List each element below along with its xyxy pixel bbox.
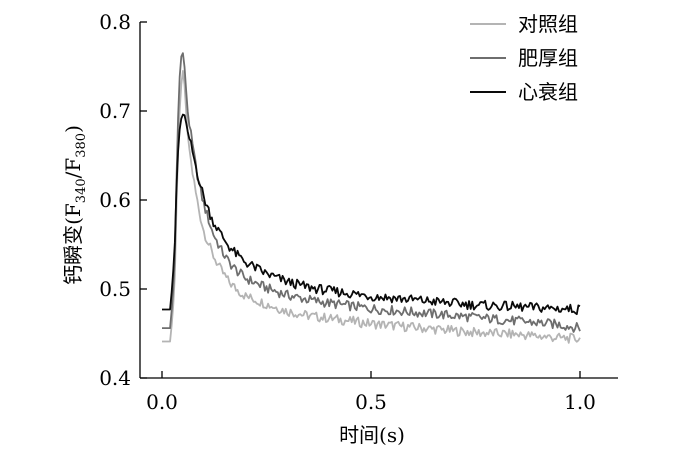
y-tick-label: 0.5 <box>99 277 131 301</box>
legend-label: 肥厚组 <box>518 46 578 70</box>
series-layer <box>162 52 581 344</box>
series-line-1 <box>162 70 581 344</box>
y-axis-label-mid: /F <box>61 158 85 179</box>
y-ticks: 0.4 0.5 0.6 0.7 0.8 <box>99 10 147 390</box>
y-tick-label: 0.7 <box>99 99 131 123</box>
x-tick-label: 0.5 <box>355 390 387 414</box>
x-tick-label: 0.0 <box>146 390 178 414</box>
x-tick-label: 1.0 <box>564 390 596 414</box>
legend-label: 对照组 <box>518 12 578 36</box>
x-ticks: 0.0 0.5 1.0 <box>146 371 596 414</box>
x-axis-label: 时间(s) <box>339 423 405 447</box>
y-tick-label: 0.4 <box>99 366 131 390</box>
legend-label: 心衰组 <box>518 80 578 104</box>
series-line-3 <box>162 113 581 316</box>
y-axis-label: 钙瞬变(F340/F380) <box>61 125 89 285</box>
series-line-2 <box>162 52 581 333</box>
y-tick-label: 0.6 <box>99 188 131 212</box>
y-axis-label-sub-380: 380 <box>74 133 89 158</box>
y-tick-label: 0.8 <box>99 10 131 34</box>
y-axis-label-prefix: 钙瞬变(F <box>61 203 85 285</box>
y-axis-label-suffix: ) <box>61 125 85 133</box>
y-axis-label-sub-340: 340 <box>74 178 89 203</box>
